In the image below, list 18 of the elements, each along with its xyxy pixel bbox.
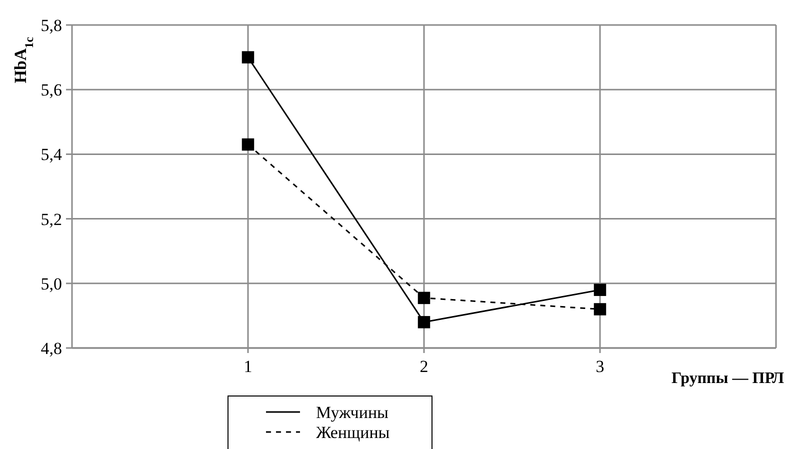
x-tick-label: 1 [244,357,252,376]
point [594,284,606,296]
point [242,51,254,64]
x-tick-label: 2 [420,357,428,376]
x-tick-label: 3 [596,357,604,376]
point [242,138,254,151]
y-tick-label: 5,4 [40,145,62,164]
y-tick-label: 5,6 [40,80,62,100]
y-tick-label: 5,2 [40,210,62,229]
point [594,303,606,316]
legend-label: Мужчины [316,402,390,422]
y-tick-label: 5,8 [40,16,62,35]
y-tick-label: 5,0 [40,274,62,294]
legend-label: Женщины [316,422,390,442]
point [418,316,430,328]
x-axis-title: Группы — ПРЛ [671,370,784,387]
y-tick-label: 4,8 [40,338,62,358]
point [418,292,430,304]
